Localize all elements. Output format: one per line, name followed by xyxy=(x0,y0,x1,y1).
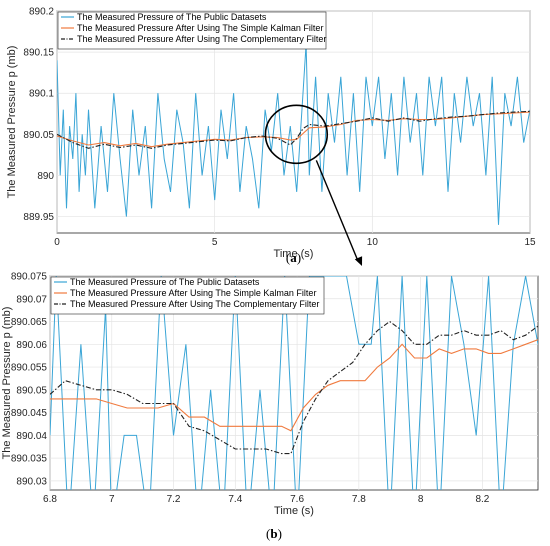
ticks-b: 6.8 7 7.2 7.4 7.6 7.8 8 8.2 890.03 890.035 890.04 8… xyxy=(11,272,490,506)
legend-entry-raw: The Measured Pressure of The Public Data… xyxy=(77,12,267,22)
series-line-raw xyxy=(50,276,538,490)
zoom-arrow xyxy=(315,160,363,266)
x-axis-label-a: Time (s) xyxy=(274,248,314,260)
x-tick-label: 7.8 xyxy=(352,494,366,505)
y-tick-label: 890.06 xyxy=(16,340,47,351)
legend-box xyxy=(50,276,325,315)
y-tick-label: 890.2 xyxy=(29,7,54,18)
legend-b: The Measured Pressure of The Public Data… xyxy=(50,276,325,315)
series-line-kalman xyxy=(57,111,530,148)
y-tick-label: 890.1 xyxy=(29,89,54,100)
series-lines-b xyxy=(50,276,538,490)
y-tick-label: 890.05 xyxy=(16,385,47,396)
y-tick-label: 890.05 xyxy=(23,130,54,141)
y-tick-label: 890.04 xyxy=(16,431,47,442)
y-tick-label: 890.045 xyxy=(11,408,48,419)
legend-entry-raw: The Measured Pressure of The Public Data… xyxy=(70,277,260,287)
zoom-highlight-ellipse xyxy=(264,104,329,165)
chart-panel-a: 0 5 10 15 889.95 890 890.05 890.1 890.15 890.2 Th… xyxy=(6,7,536,266)
y-tick-label: 890.075 xyxy=(11,272,48,283)
y-tick-label: 890.035 xyxy=(11,454,48,465)
x-tick-label: 6.8 xyxy=(43,494,57,505)
x-tick-label: 15 xyxy=(524,237,536,248)
series-line-raw xyxy=(57,43,530,225)
chart-panel-b: 6.8 7 7.2 7.4 7.6 7.8 8 8.2 890.03 890.035 890.04 8… xyxy=(1,272,539,541)
x-tick-label: 8.2 xyxy=(475,494,489,505)
caption-b: (b) xyxy=(266,526,282,541)
x-tick-label: 7.6 xyxy=(290,494,304,505)
legend-entry-kalman: The Measured Pressure After Using The Si… xyxy=(77,23,323,33)
legend-box xyxy=(57,11,327,50)
x-axis-label-b: Time (s) xyxy=(274,505,314,517)
x-tick-label: 8 xyxy=(418,494,424,505)
legend-entry-kalman: The Measured Pressure After Using The Si… xyxy=(70,288,316,298)
y-tick-label: 889.95 xyxy=(23,212,54,223)
series-lines-a xyxy=(57,43,530,225)
y-tick-label: 890.07 xyxy=(16,294,47,305)
x-tick-label: 10 xyxy=(367,237,379,248)
y-tick-label: 890 xyxy=(37,171,54,182)
legend-entry-complementary: The Measured Pressure After Using The Co… xyxy=(70,299,319,309)
y-tick-label: 890.065 xyxy=(11,317,48,328)
x-tick-label: 5 xyxy=(212,237,218,248)
series-line-kalman xyxy=(50,339,538,432)
x-tick-label: 0 xyxy=(54,237,60,248)
x-tick-label: 7 xyxy=(109,494,115,505)
y-tick-label: 890.03 xyxy=(16,476,47,487)
series-line-complementary xyxy=(50,320,538,455)
legend-entry-complementary: The Measured Pressure After Using The Co… xyxy=(77,34,326,44)
series-line-complementary xyxy=(57,110,530,149)
x-tick-label: 7.2 xyxy=(167,494,181,505)
x-tick-label: 7.4 xyxy=(228,494,242,505)
y-tick-label: 890.055 xyxy=(11,363,48,374)
ticks-a: 0 5 10 15 889.95 890 890.05 890.1 890.15 890.2 xyxy=(23,7,536,249)
y-axis-label-b: The Measured Pressure p (mb) xyxy=(1,307,13,460)
y-tick-label: 890.15 xyxy=(23,48,54,59)
y-axis-label-a: The Measured Pressure p (mb) xyxy=(6,46,18,199)
caption-a: (a) xyxy=(286,250,301,265)
legend-a: The Measured Pressure of The Public Data… xyxy=(57,11,327,50)
